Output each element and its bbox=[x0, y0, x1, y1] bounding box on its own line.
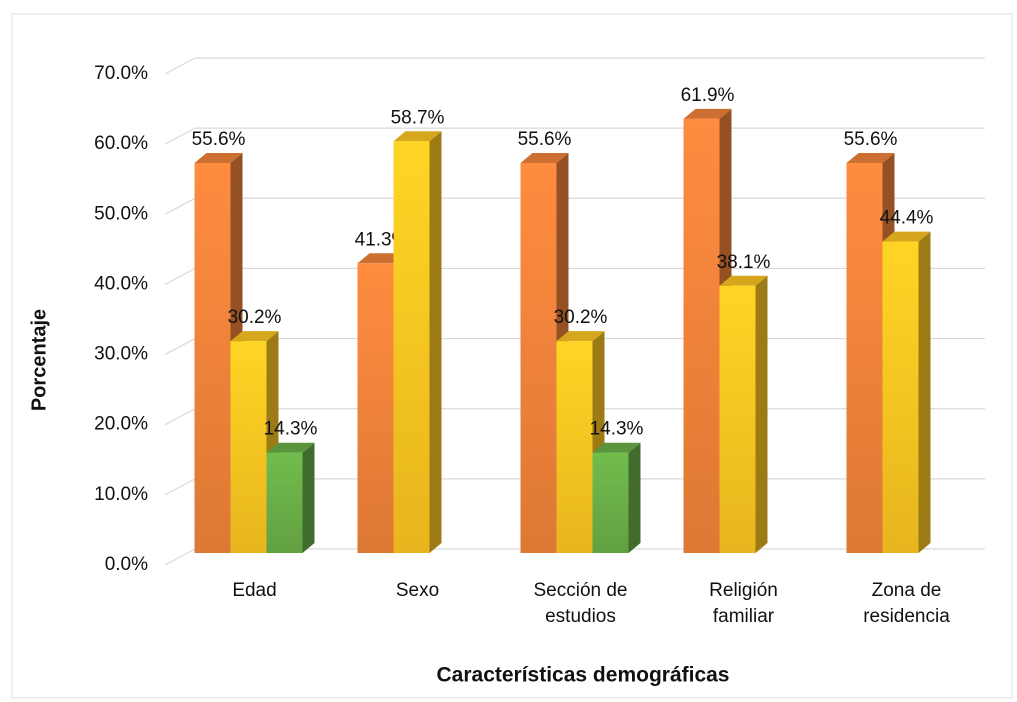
bar-side bbox=[429, 131, 442, 554]
data-label: 30.2% bbox=[554, 307, 608, 328]
data-label: 61.9% bbox=[681, 85, 735, 106]
chart-frame bbox=[11, 13, 1013, 699]
data-label: 14.3% bbox=[264, 419, 318, 440]
bar bbox=[393, 141, 430, 554]
bar-top bbox=[719, 275, 768, 286]
y-axis-title: Porcentaje bbox=[28, 309, 50, 411]
bar-top bbox=[194, 153, 243, 164]
y-tick-label: 20.0% bbox=[94, 414, 148, 435]
bar bbox=[194, 163, 231, 553]
bar-top bbox=[882, 231, 931, 242]
x-tick-label: Sección de estudios bbox=[533, 580, 628, 627]
bar bbox=[719, 285, 756, 553]
bar bbox=[266, 452, 303, 553]
bar bbox=[846, 163, 883, 553]
y-tick-label: 50.0% bbox=[94, 203, 148, 224]
grid-line bbox=[164, 57, 985, 75]
bar-top bbox=[592, 442, 641, 453]
x-axis-title: Características demográficas bbox=[437, 664, 730, 687]
bar bbox=[230, 341, 267, 553]
x-tick-label: Edad bbox=[232, 580, 277, 601]
bar-top bbox=[266, 442, 315, 453]
data-label: 55.6% bbox=[518, 129, 572, 150]
bar-side bbox=[302, 442, 315, 553]
x-tick-label: Zona de residencia bbox=[863, 580, 950, 627]
bar bbox=[556, 341, 593, 553]
bar-top bbox=[846, 153, 895, 164]
bar-side bbox=[918, 231, 931, 553]
y-tick-label: 60.0% bbox=[94, 133, 148, 154]
data-label: 55.6% bbox=[192, 129, 246, 150]
y-tick-label: 0.0% bbox=[105, 554, 148, 575]
bar bbox=[592, 452, 629, 553]
data-label: 55.6% bbox=[844, 129, 898, 150]
bar-top bbox=[520, 153, 569, 164]
data-label: 38.1% bbox=[717, 252, 771, 273]
x-tick-label: Religión familiar bbox=[709, 580, 778, 627]
data-label: 30.2% bbox=[228, 307, 282, 328]
data-label: 44.4% bbox=[880, 208, 934, 229]
bar-side bbox=[628, 442, 641, 553]
y-tick-label: 40.0% bbox=[94, 273, 148, 294]
y-tick-label: 70.0% bbox=[94, 63, 148, 84]
bar-top bbox=[393, 131, 442, 142]
bar bbox=[520, 163, 557, 553]
bar bbox=[882, 241, 919, 553]
bar-top bbox=[556, 331, 605, 342]
bar-top bbox=[230, 331, 279, 342]
data-label: 14.3% bbox=[590, 419, 644, 440]
y-tick-label: 10.0% bbox=[94, 484, 148, 505]
bar bbox=[357, 263, 394, 553]
bar-top bbox=[683, 108, 732, 119]
y-tick-label: 30.0% bbox=[94, 344, 148, 365]
x-tick-label: Sexo bbox=[395, 580, 440, 601]
bar bbox=[683, 118, 720, 554]
bar-side bbox=[755, 275, 768, 553]
data-label: 58.7% bbox=[391, 107, 445, 128]
